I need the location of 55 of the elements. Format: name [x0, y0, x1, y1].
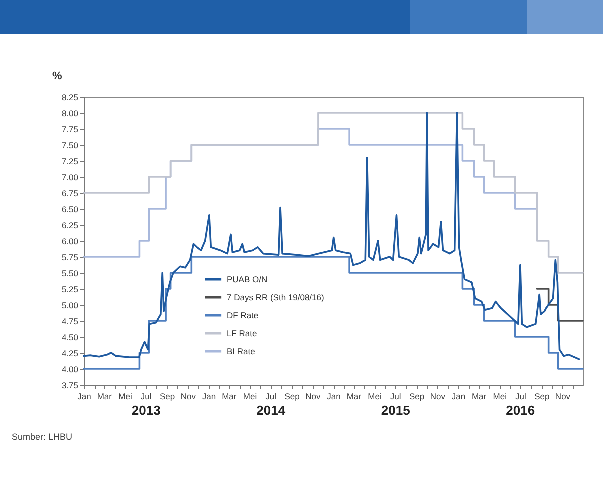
y-tick-label: 7.00 — [62, 172, 79, 182]
x-tick-label: Jan — [327, 392, 342, 402]
legend-label: PUAB O/N — [227, 274, 268, 284]
x-tick-label: Sep — [284, 392, 300, 402]
legend-label: DF Rate — [227, 310, 259, 320]
y-axis-title: % — [52, 70, 62, 82]
x-tick-label: Sep — [409, 392, 425, 402]
x-tick-label: Nov — [180, 392, 197, 402]
text: Sumber: LHBU — [12, 432, 73, 442]
x-tick-label: Mar — [222, 392, 237, 402]
y-tick-label: 4.75 — [62, 316, 79, 326]
legend-label: LF Rate — [227, 328, 258, 338]
line-series — [83, 112, 580, 360]
y-tick-label: 4.00 — [62, 364, 79, 374]
y-tick-label: 6.75 — [62, 188, 79, 198]
x-tick-label: Nov — [430, 392, 446, 402]
x-tick-label: Jul — [266, 392, 277, 402]
text: 2015 — [381, 403, 410, 418]
x-tick-label: Jul — [390, 392, 402, 402]
text: 2016 — [506, 403, 536, 418]
x-tick-label: Mei — [243, 392, 258, 402]
y-tick-label: 8.25 — [62, 92, 79, 102]
y-tick-label: 7.75 — [62, 124, 79, 134]
x-tick-label: Nov — [306, 392, 322, 402]
x-tick-label: Mar — [472, 392, 487, 402]
x-tick-label: Mei — [493, 392, 508, 402]
x-tick-label: Mar — [97, 392, 112, 402]
y-tick-label: 8.00 — [62, 108, 79, 118]
x-tick-label: Jan — [202, 392, 216, 402]
y-tick-label: 5.75 — [62, 252, 79, 262]
y-tick-label: 4.50 — [62, 332, 79, 342]
y-tick-label: 4.25 — [62, 348, 79, 358]
y-tick-label: 7.25 — [62, 156, 79, 166]
y-tick-label: 5.00 — [62, 300, 79, 310]
legend-label: 7 Days RR (Sth 19/08/16) — [227, 292, 324, 302]
x-tick-label: Nov — [555, 392, 572, 402]
y-tick-label: 6.50 — [62, 204, 79, 214]
x-tick-label: Jul — [140, 392, 152, 402]
y-tick-label: 5.50 — [62, 268, 79, 278]
x-tick-label: Sep — [534, 392, 550, 402]
y-tick-label: 6.00 — [62, 236, 79, 246]
y-tick-label: 7.50 — [62, 140, 79, 150]
x-tick-label: Jan — [78, 392, 92, 402]
x-tick-label: Mei — [118, 392, 132, 402]
text: 2014 — [256, 403, 286, 418]
y-tick-label: 5.25 — [62, 284, 79, 294]
x-tick-label: Jul — [516, 392, 526, 402]
y-tick-label: 6.25 — [62, 220, 79, 230]
x-tick-label: Mei — [368, 392, 382, 402]
legend-label: BI Rate — [227, 346, 256, 356]
text: 2013 — [132, 403, 161, 418]
y-tick-label: 3.75 — [62, 380, 79, 390]
x-tick-label: Jan — [452, 392, 466, 402]
x-tick-label: Sep — [160, 392, 176, 402]
x-tick-label: Mar — [346, 392, 362, 402]
